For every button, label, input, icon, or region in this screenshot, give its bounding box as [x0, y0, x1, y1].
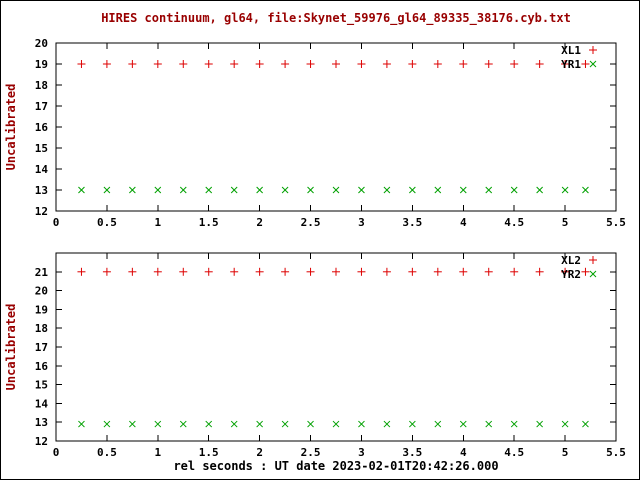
- x-tick-label: 2: [256, 446, 263, 459]
- x-tick-label: 3: [358, 446, 365, 459]
- x-tick-label: 5.5: [606, 446, 626, 459]
- y-tick-label: 21: [35, 266, 49, 279]
- chart-title: HIRES continuum, gl64, file:Skynet_59976…: [101, 11, 571, 26]
- panel-top: 0 0.5 1 1.5 2 2.5 3 3.5 4 4.5 5 5.5 12 13 14 15 16 17 18 19…: [35, 37, 626, 229]
- series-YR1: [78, 186, 589, 194]
- legend-label: YR1: [561, 58, 581, 71]
- y-tick-label: 14: [35, 397, 49, 410]
- x-tick-label: 4: [460, 216, 467, 229]
- legend-entry-YR2: YR2: [561, 268, 597, 281]
- series-XL1: [77, 60, 590, 68]
- y-tick-label: 15: [35, 379, 48, 392]
- y-tick-label: 17: [35, 100, 48, 113]
- legend-label: YR2: [561, 268, 581, 281]
- x-tick-label: 3: [358, 216, 365, 229]
- x-tick-label: 1: [155, 446, 162, 459]
- x-tick-label: 0: [53, 446, 60, 459]
- x-tick-label: 4: [460, 446, 467, 459]
- x-tick-label: 2.5: [301, 446, 321, 459]
- y-tick-label: 15: [35, 142, 48, 155]
- y-tick-label: 20: [35, 285, 48, 298]
- plot-frame: [55, 252, 617, 442]
- x-tick-label: 5: [562, 216, 569, 229]
- y-tick-label: 12: [35, 205, 48, 218]
- x-tick-label: 5: [562, 446, 569, 459]
- y-tick-label: 13: [35, 184, 48, 197]
- x-tick-label: 0.5: [97, 446, 117, 459]
- y-tick-label: 14: [35, 163, 49, 176]
- y-tick-label: 13: [35, 416, 48, 429]
- y-tick-label: 16: [35, 121, 49, 134]
- y-tick-label: 18: [35, 322, 48, 335]
- x-tick-label: 3.5: [402, 446, 422, 459]
- legend-entry-XL2: XL2: [561, 254, 597, 267]
- y-tick-label: 17: [35, 341, 48, 354]
- y-tick-label: 18: [35, 79, 48, 92]
- x-tick-label: 0: [53, 216, 60, 229]
- x-tick-label: 4.5: [504, 216, 524, 229]
- y-tick-label: 20: [35, 37, 48, 50]
- x-axis-label: rel seconds : UT date 2023-02-01T20:42:2…: [173, 459, 498, 473]
- x-tick-label: 2: [256, 216, 263, 229]
- y-tick-label: 19: [35, 58, 48, 71]
- legend-label: XL2: [561, 254, 581, 267]
- legend-label: XL1: [561, 44, 581, 57]
- x-tick-label: 4.5: [504, 446, 524, 459]
- x-tick-label: 2.5: [301, 216, 321, 229]
- x-tick-label: 5.5: [606, 216, 626, 229]
- x-tick-label: 1: [155, 216, 162, 229]
- y-axis-label-bottom: Uncalibrated: [4, 304, 18, 391]
- legend-entry-XL1: XL1: [561, 44, 597, 57]
- panel-bottom: 0 0.5 1 1.5 2 2.5 3 3.5 4 4.5 5 5.5 12 13 14 15 16 17 18 19…: [35, 252, 626, 459]
- y-axis-label-top: Uncalibrated: [4, 84, 18, 171]
- x-tick-label: 1.5: [199, 216, 219, 229]
- x-tick-label: 0.5: [97, 216, 117, 229]
- legend-entry-YR1: YR1: [561, 58, 597, 71]
- x-axis-ticks: 0 0.5 1 1.5 2 2.5 3 3.5 4 4.5 5 5.5: [53, 43, 626, 229]
- series-XL2: [77, 267, 590, 276]
- x-axis-ticks: 0 0.5 1 1.5 2 2.5 3 3.5 4 4.5 5 5.5: [53, 253, 626, 459]
- plot-frame: [55, 42, 617, 212]
- y-tick-label: 16: [35, 360, 49, 373]
- y-axis-ticks: 12 13 14 15 16 17 18 19 20: [35, 37, 616, 218]
- y-tick-label: 12: [35, 435, 48, 448]
- series-YR2: [78, 420, 589, 428]
- panels-group: 0 0.5 1 1.5 2 2.5 3 3.5 4 4.5 5 5.51213141516171819…: [35, 37, 626, 459]
- y-tick-label: 19: [35, 303, 48, 316]
- x-tick-label: 1.5: [199, 446, 219, 459]
- y-axis-ticks: 12 13 14 15 16 17 18 19 20 21: [35, 266, 616, 448]
- x-tick-label: 3.5: [402, 216, 422, 229]
